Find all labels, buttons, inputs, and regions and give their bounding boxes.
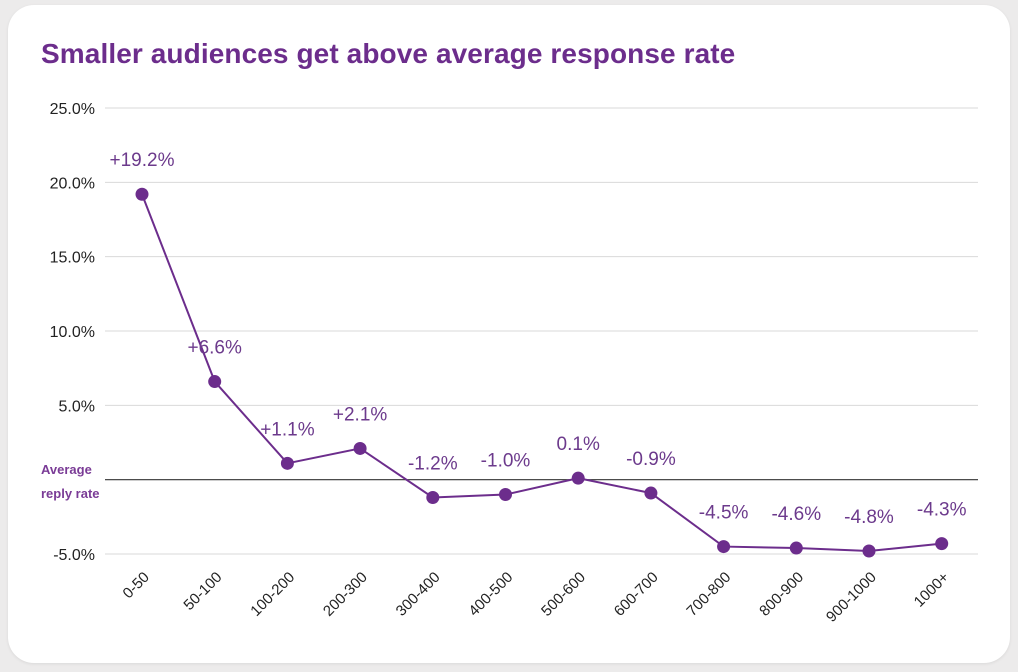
data-point	[280, 456, 294, 470]
y-tick-label: 15.0%	[50, 250, 95, 267]
data-label: +19.2%	[110, 150, 175, 171]
x-tick-label: 600-700	[611, 569, 662, 620]
x-tick-label: 200-300	[320, 569, 371, 620]
data-label: +1.1%	[260, 419, 315, 440]
average-label: reply rate	[41, 486, 100, 501]
series-line	[141, 193, 942, 553]
data-label: -4.8%	[844, 507, 894, 528]
data-point	[499, 488, 512, 502]
chart-title: Smaller audiences get above average resp…	[41, 38, 736, 69]
x-tick-label: 50-100	[180, 569, 225, 614]
x-tick-label: 800-900	[756, 569, 807, 620]
x-tick-label: 0-50	[120, 569, 153, 602]
y-tick-label: 5.0%	[59, 398, 95, 415]
x-tick-label: 900-1000	[823, 569, 880, 626]
data-label: 0.1%	[557, 434, 600, 455]
y-tick-label: 25.0%	[50, 101, 95, 118]
x-tick-label: 1000+	[911, 569, 953, 611]
data-point	[353, 441, 367, 455]
data-label: +2.1%	[333, 404, 388, 425]
data-point	[717, 540, 731, 554]
data-label: -1.2%	[408, 454, 458, 475]
data-label: +6.6%	[187, 338, 242, 359]
data-point	[135, 187, 149, 201]
chart-card	[8, 5, 1010, 663]
y-tick-label: 20.0%	[50, 175, 95, 192]
data-point	[208, 375, 222, 389]
data-point	[644, 486, 658, 500]
x-tick-label: 700-800	[683, 569, 734, 620]
data-label: -4.5%	[699, 503, 749, 524]
x-tick-label: 500-600	[538, 569, 589, 620]
data-point	[571, 471, 585, 485]
data-label: -1.0%	[481, 451, 531, 472]
data-label: -4.3%	[917, 500, 967, 521]
y-tick-label: 10.0%	[50, 324, 95, 341]
x-tick-label: 300-400	[393, 569, 444, 620]
data-point	[935, 537, 949, 551]
average-label: Average	[41, 462, 92, 477]
y-tick-label: -5.0%	[53, 547, 95, 564]
data-label: -0.9%	[626, 449, 676, 470]
data-point	[789, 541, 803, 555]
data-label: -4.6%	[771, 504, 821, 525]
x-tick-label: 400-500	[465, 569, 516, 620]
x-tick-label: 100-200	[247, 569, 298, 620]
data-point	[426, 491, 440, 505]
data-point	[862, 544, 876, 558]
